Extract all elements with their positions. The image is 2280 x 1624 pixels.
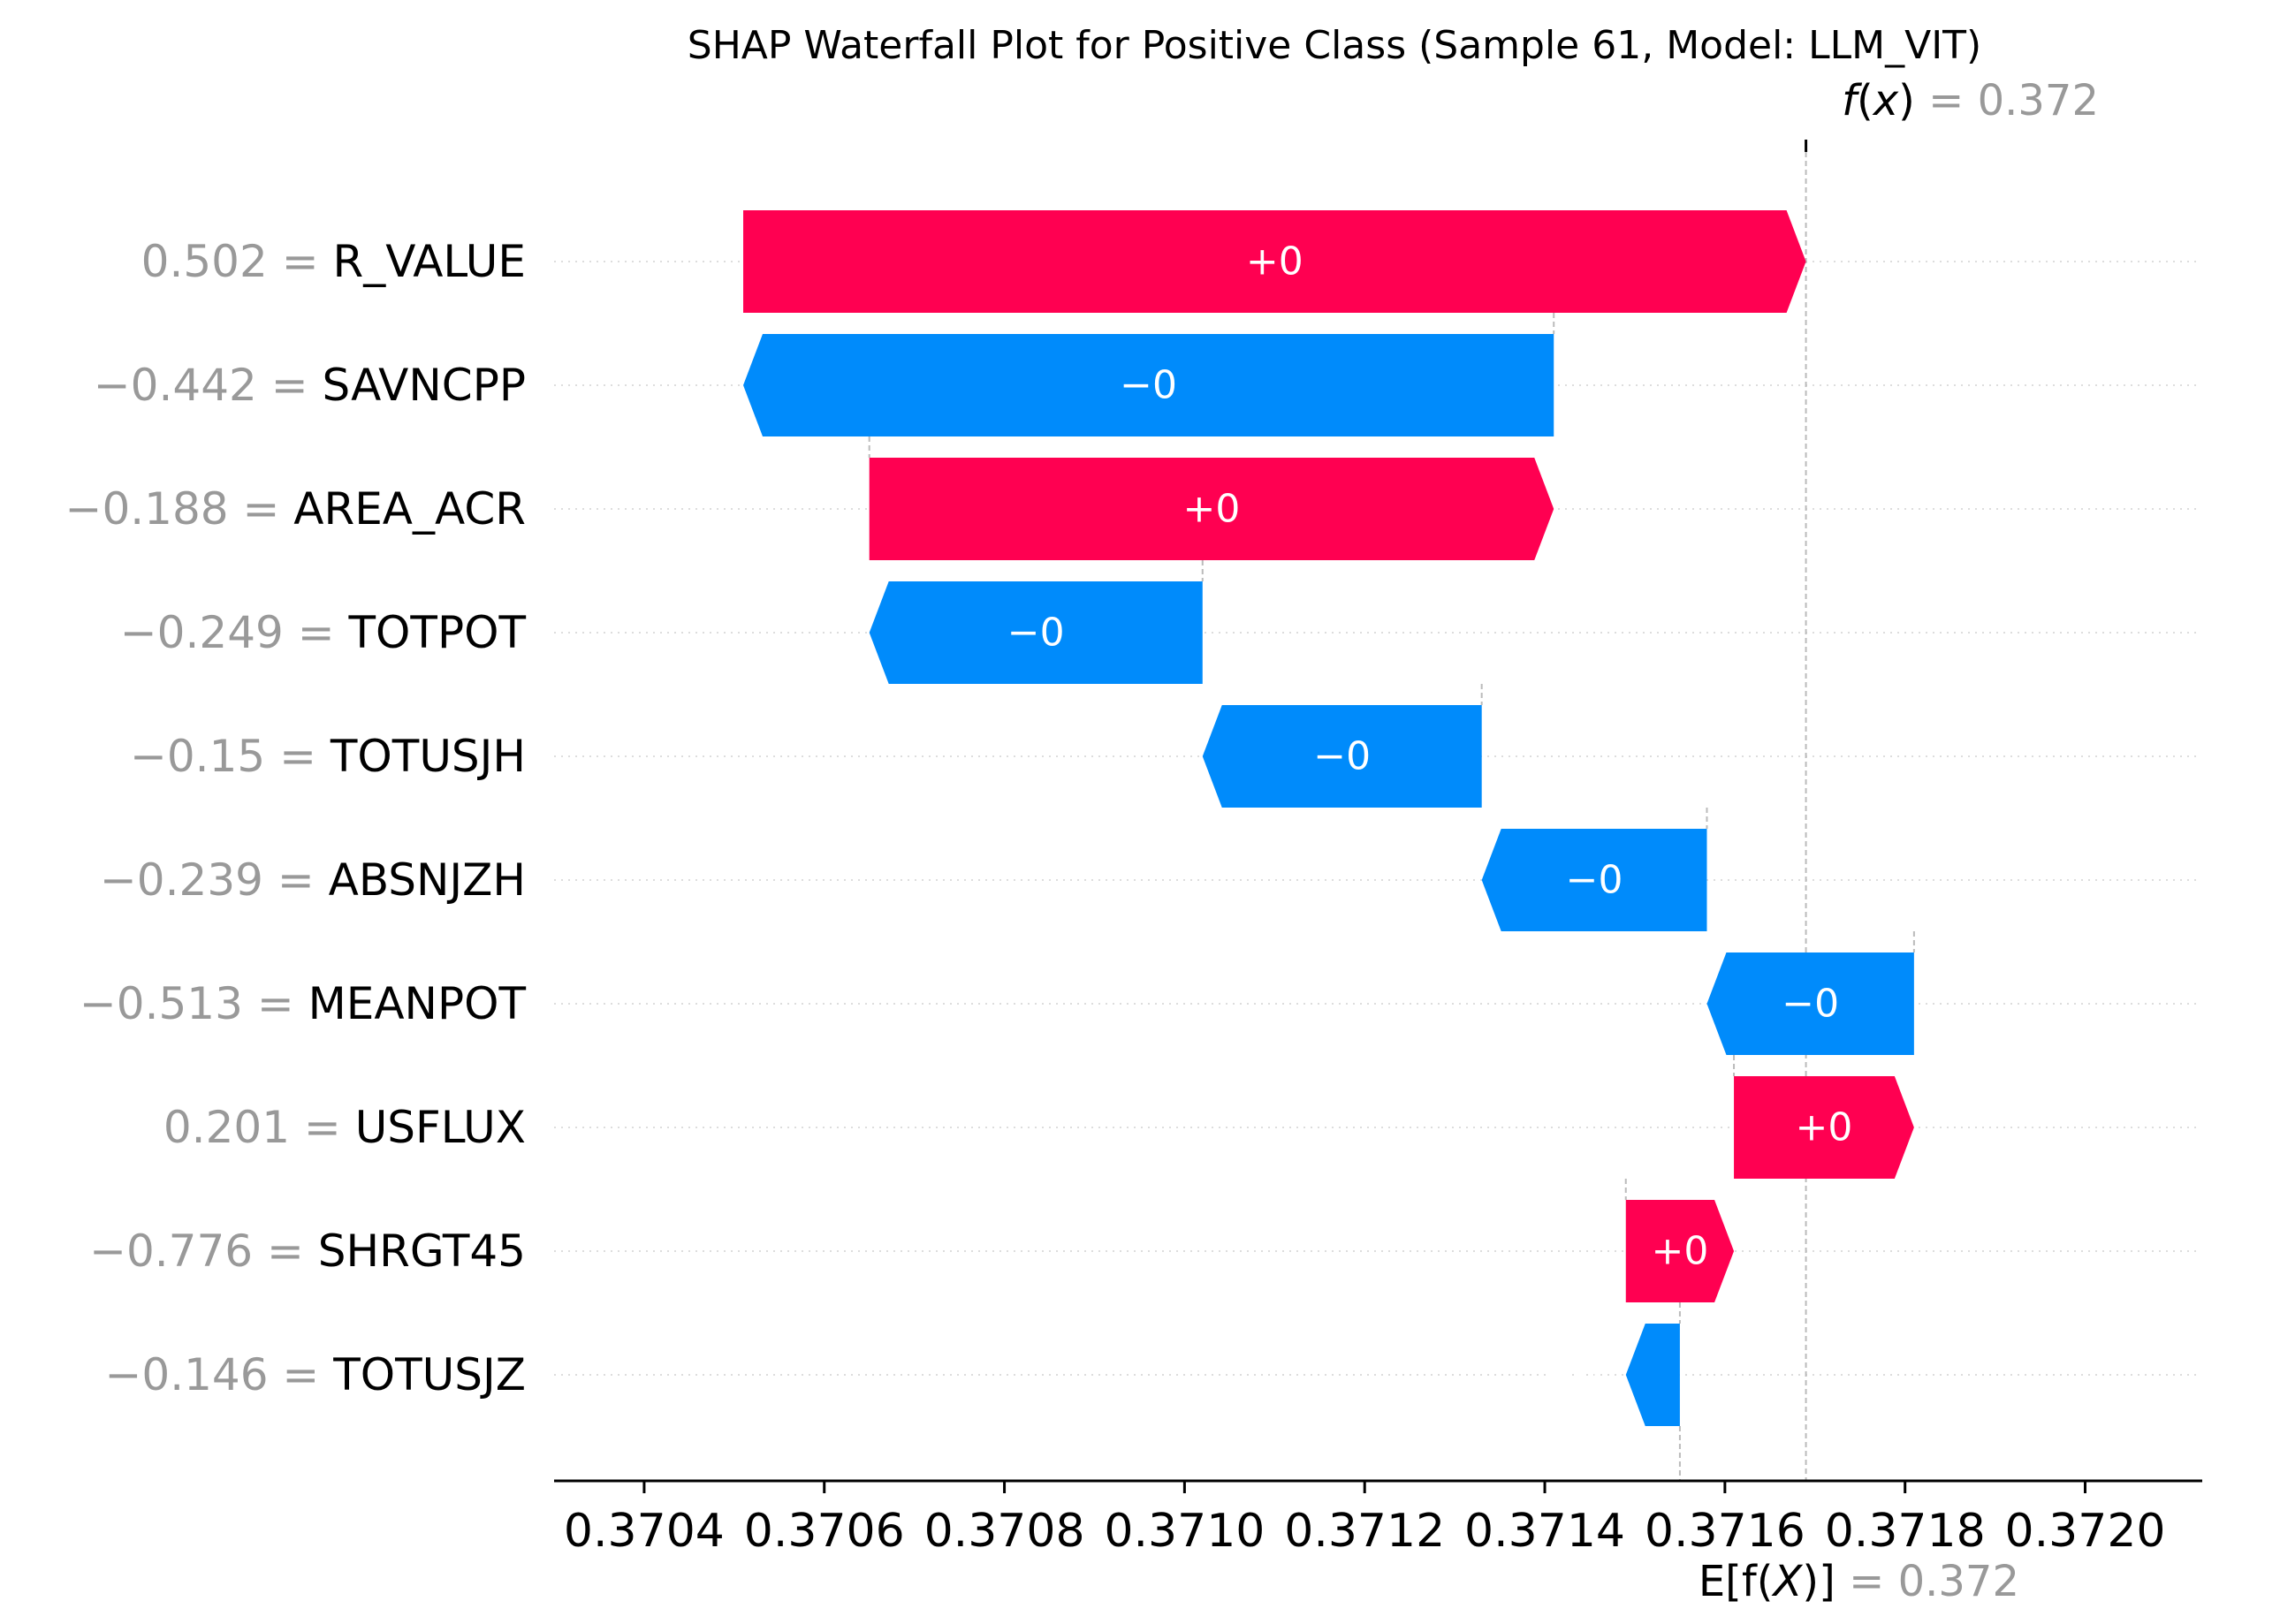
feature-name: ABSNJZH (329, 854, 526, 906)
bar-label: −0 (1313, 734, 1371, 779)
feature-label: −0.442 = SAVNCPP (94, 360, 526, 411)
bar-label: −0 (1007, 611, 1065, 656)
feature-value: −0.239 = (100, 854, 329, 906)
bar-label: +0 (1246, 239, 1303, 285)
x-tick-label: 0.3720 (2005, 1505, 2166, 1558)
reference-lines (1678, 140, 1808, 1481)
feature-label: 0.201 = USFLUX (163, 1102, 526, 1153)
bar-absnjzh (1481, 829, 1707, 931)
feature-label: −0.239 = ABSNJZH (100, 854, 526, 906)
feature-name: R_VALUE (332, 236, 526, 287)
bars: +0 −0 +0 −0 −0 −0 −0 +0 +0 −0 (743, 210, 1914, 1426)
efx-value: = 0.372 (1849, 1557, 2019, 1606)
x-axis: 0.3704 0.3706 0.3708 0.3710 0.3712 0.3714 0.37… (554, 1479, 2202, 1558)
efx-label: E[f(X)] = 0.372 (1699, 1557, 2019, 1606)
feature-value: −0.249 = (120, 607, 349, 658)
svg-text:f(x) = 0.372: f(x) = 0.372 (1842, 76, 2099, 125)
connector-lines (868, 313, 1915, 1324)
feature-name: TOTUSJH (330, 731, 526, 782)
x-tick-label: 0.3716 (1645, 1505, 1805, 1558)
feature-value: 0.502 = (141, 236, 333, 287)
bar-r_value (743, 210, 1806, 313)
feature-name: AREA_ACR (293, 483, 526, 535)
bar-totusjh (1202, 705, 1482, 808)
bar-savncpp (743, 334, 1554, 436)
bar-label: +0 (1651, 1229, 1708, 1274)
bar-totusjz (1625, 1324, 1680, 1426)
feature-labels: 0.502 = R_VALUE −0.442 = SAVNCPP −0.188 = … (65, 236, 527, 1400)
bar-label: −0 (1782, 982, 1839, 1027)
svg-text:E[f(X)] = 0.372: E[f(X)] = 0.372 (1699, 1557, 2019, 1606)
bar-label: +0 (1796, 1105, 1853, 1150)
feature-name: MEANPOT (308, 978, 527, 1029)
feature-value: −0.442 = (94, 360, 323, 411)
bar-usflux (1734, 1076, 1914, 1179)
bar-meanpot (1706, 952, 1914, 1055)
bar-totpot (869, 581, 1203, 684)
bar-label: +0 (1183, 487, 1241, 532)
feature-value: −0.513 = (80, 978, 308, 1029)
feature-value: −0.188 = (65, 483, 294, 535)
feature-value: −0.776 = (89, 1226, 318, 1277)
fx-value: = 0.372 (1928, 76, 2099, 125)
feature-label: −0.513 = MEANPOT (80, 978, 527, 1029)
bar-area_acr (869, 458, 1554, 560)
x-tick-label: 0.3710 (1104, 1505, 1265, 1558)
feature-name: TOTUSJZ (332, 1349, 526, 1400)
feature-label: −0.15 = TOTUSJH (130, 731, 526, 782)
feature-name: SAVNCPP (323, 360, 527, 411)
fx-arg: x (1872, 76, 1899, 125)
bar-label: −0 (1544, 1353, 1601, 1398)
grid-lines (554, 261, 2200, 1376)
fx-label: f(x) = 0.372 (1842, 76, 2099, 125)
x-tick-label: 0.3706 (744, 1505, 905, 1558)
x-tick-label: 0.3704 (564, 1505, 725, 1558)
feature-name: USFLUX (355, 1102, 526, 1153)
feature-value: −0.146 = (105, 1349, 334, 1400)
x-tick-label: 0.3708 (924, 1505, 1085, 1558)
feature-value: 0.201 = (163, 1102, 355, 1153)
chart-title: SHAP Waterfall Plot for Positive Class (… (688, 23, 1981, 68)
bar-label: −0 (1566, 858, 1623, 903)
bar-label: −0 (1120, 363, 1177, 408)
efx-fn: E[f( (1699, 1557, 1774, 1606)
efx-arg: X (1771, 1557, 1804, 1606)
feature-label: −0.776 = SHRGT45 (89, 1226, 526, 1277)
feature-label: −0.188 = AREA_ACR (65, 483, 526, 535)
bar-shrgt45 (1625, 1200, 1735, 1302)
feature-value: −0.15 = (130, 731, 331, 782)
x-tick-label: 0.3718 (1825, 1505, 1986, 1558)
feature-name: SHRGT45 (318, 1226, 526, 1277)
feature-label: −0.146 = TOTUSJZ (105, 1349, 527, 1400)
x-tick-label: 0.3712 (1284, 1505, 1445, 1558)
feature-name: TOTPOT (348, 607, 527, 658)
feature-label: 0.502 = R_VALUE (141, 236, 526, 287)
feature-label: −0.249 = TOTPOT (120, 607, 527, 658)
efx-close: )] (1802, 1557, 1835, 1606)
x-tick-label: 0.3714 (1464, 1505, 1625, 1558)
